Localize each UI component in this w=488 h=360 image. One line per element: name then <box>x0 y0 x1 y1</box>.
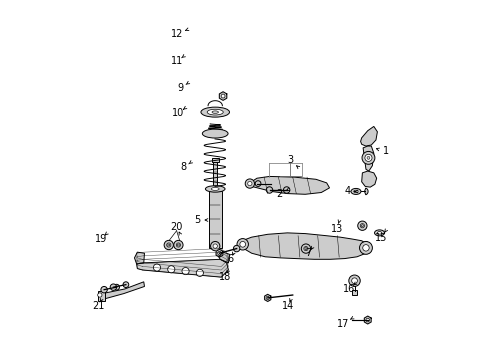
Polygon shape <box>247 176 329 194</box>
Polygon shape <box>208 191 221 248</box>
Circle shape <box>362 245 368 251</box>
Ellipse shape <box>305 248 306 249</box>
Text: 20: 20 <box>170 222 183 232</box>
Circle shape <box>237 239 248 250</box>
Ellipse shape <box>211 188 219 190</box>
Polygon shape <box>134 252 144 264</box>
Ellipse shape <box>212 111 218 113</box>
Circle shape <box>364 154 371 161</box>
Polygon shape <box>100 282 144 300</box>
Ellipse shape <box>350 188 360 194</box>
Circle shape <box>244 179 254 188</box>
Text: 16: 16 <box>342 284 354 294</box>
Circle shape <box>255 181 261 186</box>
Ellipse shape <box>166 243 170 247</box>
Text: 1: 1 <box>382 147 388 157</box>
Text: 12: 12 <box>171 28 183 39</box>
Ellipse shape <box>201 107 229 117</box>
Ellipse shape <box>173 240 183 249</box>
Circle shape <box>98 293 102 297</box>
Polygon shape <box>240 233 368 259</box>
Polygon shape <box>218 252 229 263</box>
Text: 13: 13 <box>330 224 342 234</box>
Polygon shape <box>363 146 373 171</box>
Circle shape <box>123 282 128 288</box>
Wedge shape <box>364 188 367 195</box>
Ellipse shape <box>164 240 173 249</box>
Ellipse shape <box>202 129 227 138</box>
Bar <box>213 162 217 191</box>
Bar <box>351 290 357 295</box>
Circle shape <box>351 278 357 284</box>
Text: 17: 17 <box>336 319 348 329</box>
Circle shape <box>114 284 119 290</box>
Circle shape <box>217 252 221 255</box>
Circle shape <box>167 266 175 273</box>
Ellipse shape <box>377 231 381 234</box>
Circle shape <box>221 94 224 98</box>
Text: 7: 7 <box>305 248 311 258</box>
Polygon shape <box>219 92 226 100</box>
Polygon shape <box>264 294 270 301</box>
Polygon shape <box>216 249 223 257</box>
Text: 3: 3 <box>286 156 293 165</box>
Circle shape <box>196 269 203 276</box>
Ellipse shape <box>357 221 366 230</box>
Ellipse shape <box>207 109 223 115</box>
Bar <box>98 291 105 301</box>
Text: 9: 9 <box>178 83 183 93</box>
Ellipse shape <box>301 244 310 253</box>
Bar <box>211 158 218 162</box>
Text: 21: 21 <box>92 301 105 311</box>
Circle shape <box>266 187 272 193</box>
Circle shape <box>283 187 289 193</box>
Circle shape <box>348 275 360 287</box>
Ellipse shape <box>303 247 307 251</box>
Circle shape <box>233 246 240 252</box>
Text: 14: 14 <box>282 301 294 311</box>
Ellipse shape <box>360 224 364 228</box>
Text: 18: 18 <box>218 272 230 282</box>
Circle shape <box>182 267 189 275</box>
Polygon shape <box>364 316 370 324</box>
Text: 6: 6 <box>227 254 234 264</box>
Text: 8: 8 <box>181 162 186 172</box>
Ellipse shape <box>167 244 169 246</box>
Ellipse shape <box>353 190 357 193</box>
Text: 4: 4 <box>345 186 350 197</box>
Circle shape <box>366 157 369 159</box>
Circle shape <box>153 264 160 271</box>
Circle shape <box>213 244 217 248</box>
Text: 2: 2 <box>276 189 282 199</box>
Ellipse shape <box>374 230 384 236</box>
Ellipse shape <box>361 225 363 227</box>
Circle shape <box>101 287 107 293</box>
Ellipse shape <box>177 244 179 246</box>
Text: 11: 11 <box>170 57 183 66</box>
Ellipse shape <box>205 186 224 192</box>
Circle shape <box>365 318 369 322</box>
Circle shape <box>110 284 116 291</box>
Text: 10: 10 <box>172 108 184 118</box>
Circle shape <box>247 181 251 186</box>
Circle shape <box>359 242 372 254</box>
Text: 5: 5 <box>194 215 200 225</box>
Polygon shape <box>360 126 377 146</box>
Circle shape <box>240 242 245 247</box>
Text: 19: 19 <box>95 234 107 244</box>
Text: 15: 15 <box>374 233 386 243</box>
Polygon shape <box>361 171 376 187</box>
Circle shape <box>210 242 220 251</box>
Ellipse shape <box>176 243 180 247</box>
Circle shape <box>361 152 374 164</box>
Polygon shape <box>136 259 228 277</box>
Circle shape <box>265 296 269 300</box>
